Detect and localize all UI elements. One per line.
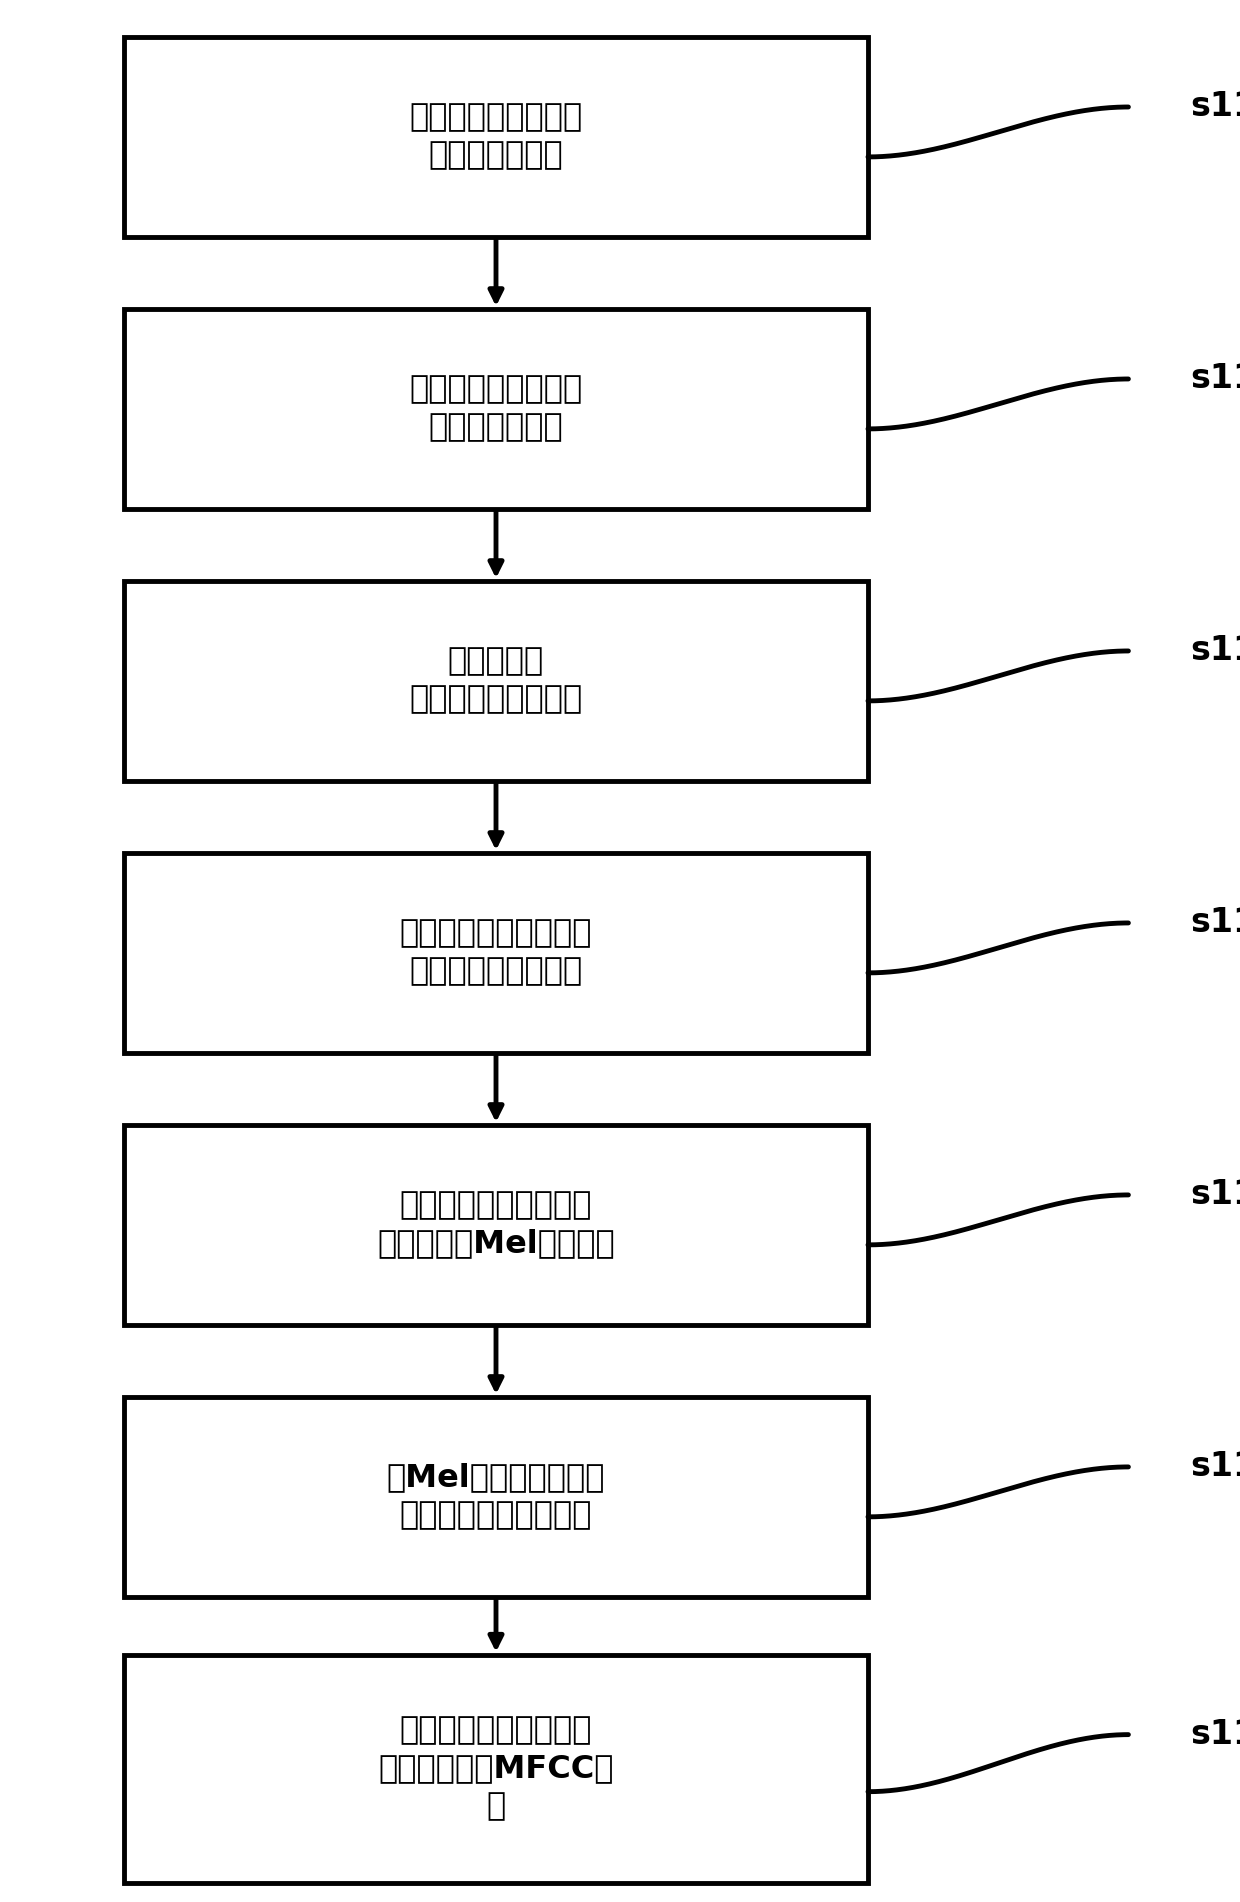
Text: 采用一阶数字滤波器
进行预加重处理: 采用一阶数字滤波器 进行预加重处理 (409, 103, 583, 171)
Text: 对预加重处理后的信
号进行分帧处理: 对预加重处理后的信 号进行分帧处理 (409, 375, 583, 443)
Text: s111: s111 (1190, 91, 1240, 124)
Text: s113: s113 (1190, 635, 1240, 668)
Text: 对快速傅里叶变换处理
后的信号作Mel滤波处理: 对快速傅里叶变换处理 后的信号作Mel滤波处理 (377, 1191, 615, 1259)
Bar (124, 310, 868, 510)
Text: s115: s115 (1190, 1179, 1240, 1212)
Text: 对分帧处理
后的信号进行窗处理: 对分帧处理 后的信号进行窗处理 (409, 647, 583, 715)
Text: s112: s112 (1190, 363, 1240, 396)
Text: s116: s116 (1190, 1451, 1240, 1484)
Text: 对离散余弦变换处理后
的信号作差分MFCC处
理: 对离散余弦变换处理后 的信号作差分MFCC处 理 (378, 1716, 614, 1822)
Bar (124, 852, 868, 1054)
Bar (124, 1124, 868, 1324)
Text: s117: s117 (1190, 1718, 1240, 1752)
Bar (124, 1655, 868, 1883)
Bar (124, 582, 868, 780)
Bar (124, 1396, 868, 1598)
Text: 对加窗处理后的信号作
快速傅里叶变换处理: 对加窗处理后的信号作 快速傅里叶变换处理 (399, 919, 593, 987)
Text: s114: s114 (1190, 907, 1240, 940)
Text: 对Mel滤波处理后的信
号作离散余弦变换处理: 对Mel滤波处理后的信 号作离散余弦变换处理 (387, 1463, 605, 1531)
Bar (124, 36, 868, 238)
